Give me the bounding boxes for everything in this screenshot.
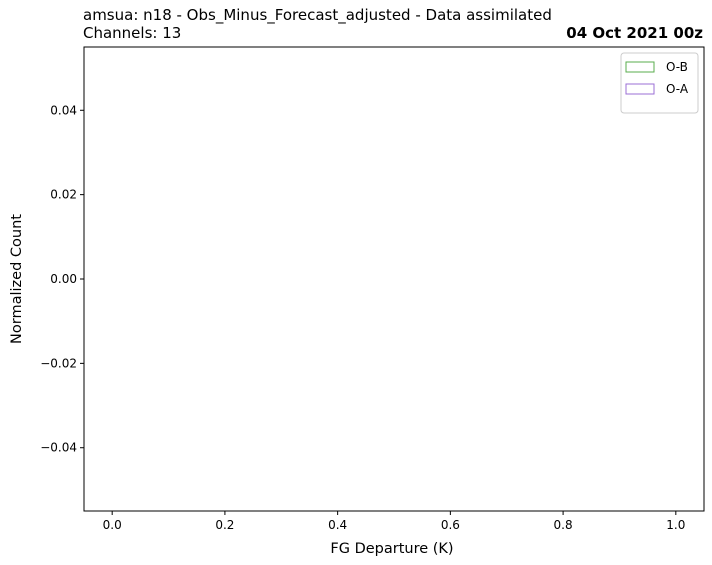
- y-tick-label: −0.02: [40, 356, 77, 370]
- x-tick-label: 0.6: [441, 518, 460, 532]
- x-tick-label: 0.0: [103, 518, 122, 532]
- legend-swatch: [625, 83, 655, 95]
- x-axis-label: FG Departure (K): [330, 541, 453, 557]
- legend: O-B O-A: [620, 52, 699, 114]
- x-axis: 0.0 0.2 0.4 0.6 0.8 1.0: [103, 511, 685, 532]
- y-tick-label: 0.02: [50, 188, 77, 202]
- legend-swatch: [625, 61, 655, 73]
- y-tick-label: 0.00: [50, 272, 77, 286]
- legend-label: O-A: [666, 82, 689, 96]
- date-label: 04 Oct 2021 00z: [566, 24, 703, 42]
- chart-title: amsua: n18 - Obs_Minus_Forecast_adjusted…: [83, 6, 552, 42]
- x-tick-label: 0.4: [328, 518, 347, 532]
- legend-box: [620, 52, 699, 114]
- y-tick-label: −0.04: [40, 441, 77, 455]
- plot-area: [83, 46, 705, 512]
- title-line: amsua: n18 - Obs_Minus_Forecast_adjusted…: [83, 6, 552, 24]
- x-tick-label: 0.2: [215, 518, 234, 532]
- x-tick-label: 1.0: [666, 518, 685, 532]
- subtitle-line: Channels: 13: [83, 24, 182, 42]
- y-axis: 0.04 0.02 0.00 −0.02 −0.04: [40, 103, 84, 455]
- legend-label: O-B: [666, 60, 688, 74]
- y-tick-label: 0.04: [50, 103, 77, 117]
- y-axis-label: Normalized Count: [9, 214, 25, 344]
- x-tick-label: 0.8: [554, 518, 573, 532]
